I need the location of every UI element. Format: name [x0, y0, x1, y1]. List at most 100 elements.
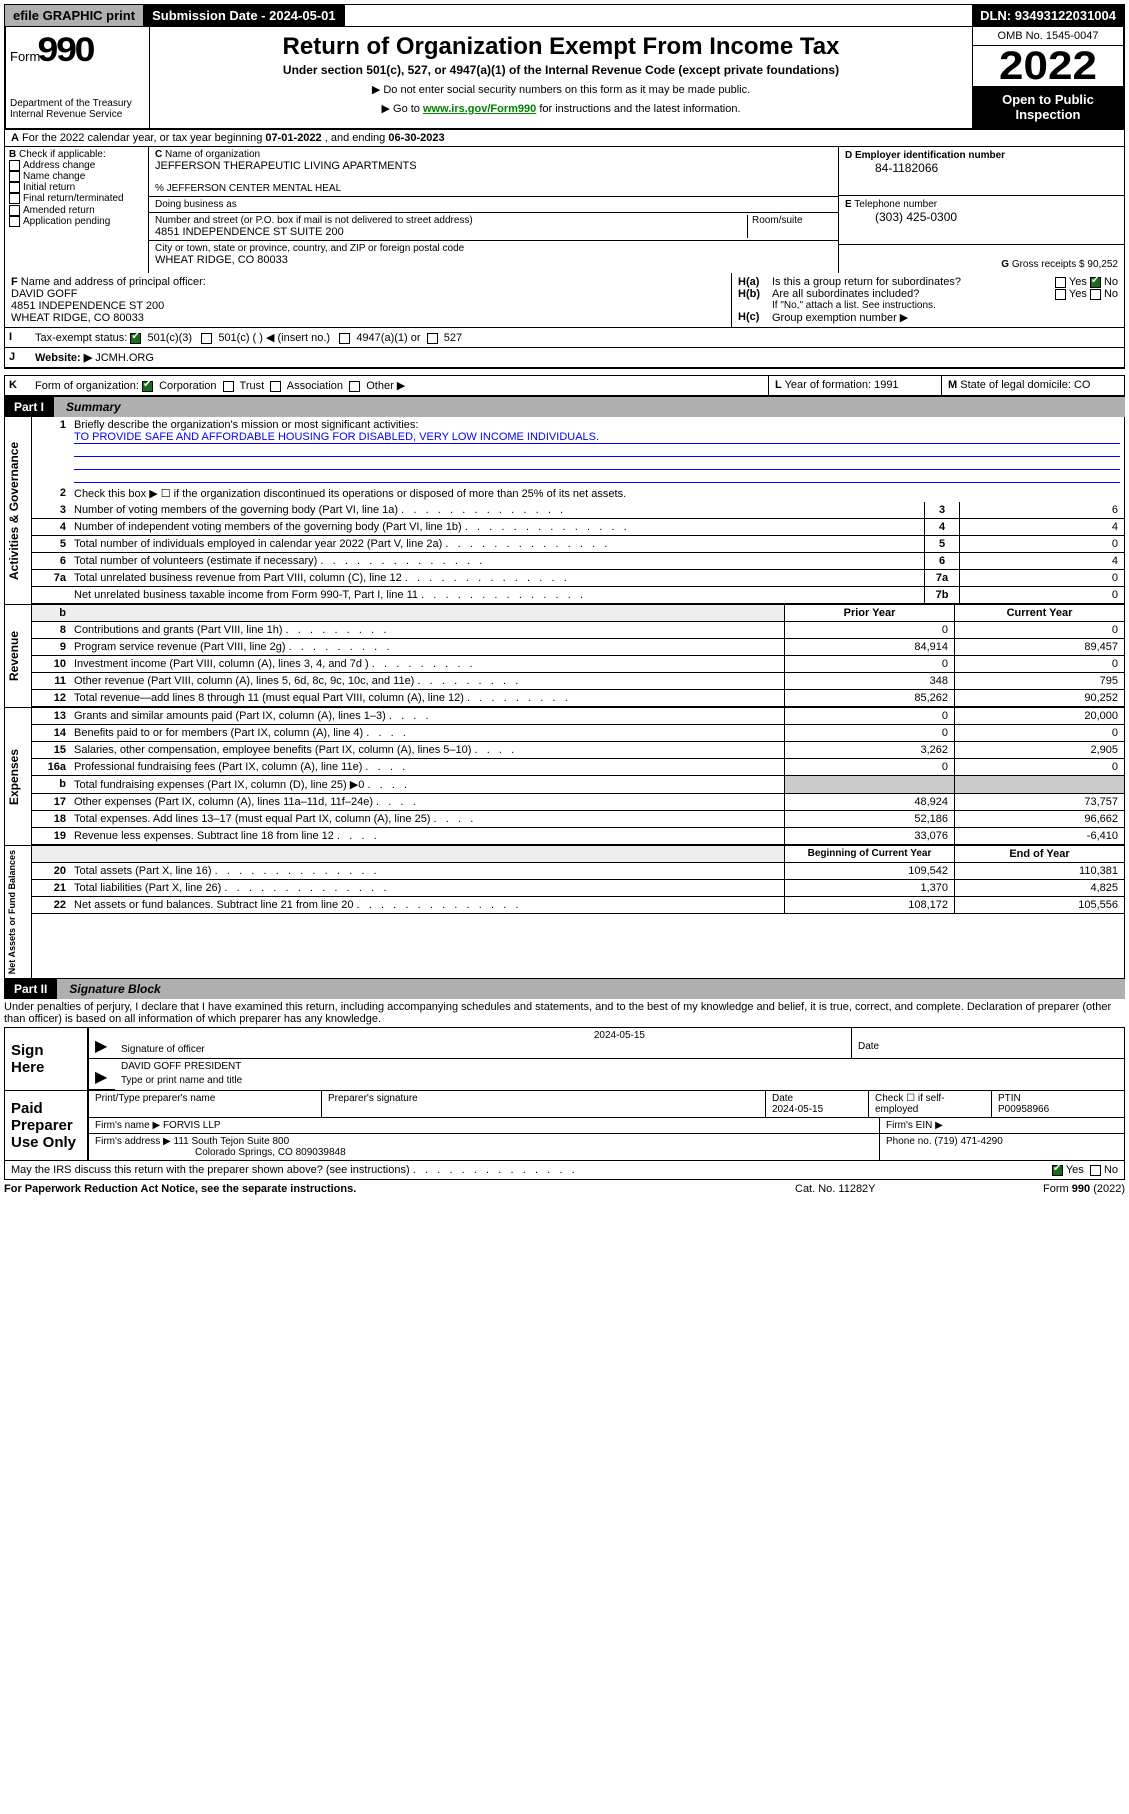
- summary-line: 22Net assets or fund balances. Subtract …: [32, 897, 1124, 914]
- care-of: % JEFFERSON CENTER MENTAL HEAL: [155, 183, 341, 194]
- efile-tag[interactable]: efile GRAPHIC print: [5, 5, 144, 26]
- summary-line: 9Program service revenue (Part VIII, lin…: [32, 639, 1124, 656]
- top-bar: efile GRAPHIC print Submission Date - 20…: [4, 4, 1125, 27]
- form-ref: Form 990 (2022): [995, 1183, 1125, 1195]
- city-box: City or town, state or province, country…: [149, 241, 838, 268]
- discuss-no[interactable]: [1090, 1165, 1101, 1176]
- cb-association[interactable]: [270, 381, 281, 392]
- officer-name: DAVID GOFF: [11, 288, 77, 300]
- org-name-box: C Name of organization JEFFERSON THERAPE…: [149, 147, 838, 197]
- mission-line-4: [74, 470, 1120, 483]
- h-b-no[interactable]: [1090, 289, 1101, 300]
- checkbox-address-change[interactable]: [9, 160, 20, 171]
- header-mid: Return of Organization Exempt From Incom…: [150, 27, 973, 128]
- summary-line: 12Total revenue—add lines 8 through 11 (…: [32, 690, 1124, 707]
- jurat-text: Under penalties of perjury, I declare th…: [4, 999, 1125, 1027]
- box-d: D Employer identification number 84-1182…: [839, 147, 1124, 196]
- discuss-yes[interactable]: [1052, 1165, 1063, 1176]
- cb-527[interactable]: [427, 333, 438, 344]
- part-2-header: Part IISignature Block: [4, 979, 1125, 999]
- box-l: L Year of formation: 1991: [768, 376, 941, 395]
- pra-notice: For Paperwork Reduction Act Notice, see …: [4, 1183, 795, 1195]
- cb-501c[interactable]: [201, 333, 212, 344]
- cat-no: Cat. No. 11282Y: [795, 1183, 995, 1195]
- tax-year: 2022: [966, 46, 1129, 86]
- checkbox-application-pending[interactable]: [9, 216, 20, 227]
- form-word: Form: [10, 49, 40, 64]
- paid-preparer-label: Paid Preparer Use Only: [5, 1091, 89, 1160]
- cb-corporation[interactable]: [142, 381, 153, 392]
- self-emp-cell: Check ☐ if self-employed: [869, 1091, 992, 1118]
- cb-other[interactable]: [349, 381, 360, 392]
- prep-name-cell: Print/Type preparer's name: [89, 1091, 322, 1118]
- checkbox-final-return[interactable]: [9, 193, 20, 204]
- side-revenue: Revenue: [5, 605, 32, 707]
- h-b-yes[interactable]: [1055, 289, 1066, 300]
- col-d-e-g: D Employer identification number 84-1182…: [839, 147, 1124, 273]
- gross-receipts: 90,252: [1087, 259, 1118, 270]
- summary-line: 19Revenue less expenses. Subtract line 1…: [32, 828, 1124, 845]
- checkbox-amended-return[interactable]: [9, 205, 20, 216]
- room-suite: Room/suite: [747, 215, 832, 238]
- side-expenses: Expenses: [5, 708, 32, 845]
- part-1-net: Net Assets or Fund Balances Beginning of…: [4, 846, 1125, 979]
- dept-treasury: Department of the Treasury Internal Reve…: [10, 98, 145, 120]
- cb-501c3[interactable]: [130, 333, 141, 344]
- row-i: I Tax-exempt status: 501(c)(3) 501(c) ( …: [4, 328, 1125, 348]
- cb-4947[interactable]: [339, 333, 350, 344]
- summary-line: 4Number of independent voting members of…: [32, 519, 1124, 536]
- open-public-inspection: Open to Public Inspection: [973, 86, 1123, 128]
- line-a: A For the 2022 calendar year, or tax yea…: [4, 130, 1125, 147]
- firm-name-cell: Firm's name ▶ FORVIS LLP: [89, 1118, 880, 1134]
- summary-line: 5Total number of individuals employed in…: [32, 536, 1124, 553]
- form-header: Form990 Department of the Treasury Inter…: [4, 27, 1125, 130]
- page-footer: For Paperwork Reduction Act Notice, see …: [4, 1180, 1125, 1195]
- col-c: C Name of organization JEFFERSON THERAPE…: [149, 147, 839, 273]
- mission-text: TO PROVIDE SAFE AND AFFORDABLE HOUSING F…: [74, 431, 1120, 444]
- discuss-row: May the IRS discuss this return with the…: [5, 1160, 1124, 1179]
- summary-line: 3Number of voting members of the governi…: [32, 502, 1124, 519]
- summary-line: 14Benefits paid to or for members (Part …: [32, 725, 1124, 742]
- checkbox-initial-return[interactable]: [9, 182, 20, 193]
- dba-box: Doing business as: [149, 197, 838, 213]
- box-m: M State of legal domicile: CO: [941, 376, 1124, 395]
- summary-line: 16aProfessional fundraising fees (Part I…: [32, 759, 1124, 776]
- h-a-yes[interactable]: [1055, 277, 1066, 288]
- submission-date-label: Submission Date - 2024-05-01: [144, 5, 345, 26]
- block-f-h: F Name and address of principal officer:…: [4, 273, 1125, 328]
- summary-line: 13Grants and similar amounts paid (Part …: [32, 708, 1124, 725]
- telephone: (303) 425-0300: [845, 210, 1118, 224]
- part-1-revenue: Revenue b Prior YearCurrent Year 8Contri…: [4, 605, 1125, 708]
- firm-addr-cell: Firm's address ▶ 111 South Tejon Suite 8…: [89, 1134, 880, 1160]
- cb-trust[interactable]: [223, 381, 234, 392]
- ein: 84-1182066: [845, 161, 1118, 175]
- form-note-2: ▶ Go to www.irs.gov/Form990 for instruct…: [156, 102, 966, 115]
- checkbox-name-change[interactable]: [9, 171, 20, 182]
- signature-block: Sign Here ▶ 2024-05-15Signature of offic…: [4, 1027, 1125, 1180]
- street-address: 4851 INDEPENDENCE ST SUITE 200: [155, 226, 344, 238]
- col-f: F Name and address of principal officer:…: [5, 273, 732, 327]
- summary-line: 8Contributions and grants (Part VIII, li…: [32, 622, 1124, 639]
- officer-addr2: WHEAT RIDGE, CO 80033: [11, 312, 144, 324]
- mission-line-3: [74, 457, 1120, 470]
- summary-line: bTotal fundraising expenses (Part IX, co…: [32, 776, 1124, 794]
- part-1-expenses: Expenses 13Grants and similar amounts pa…: [4, 708, 1125, 846]
- form-note-1: ▶ Do not enter social security numbers o…: [156, 83, 966, 96]
- addr-box: Number and street (or P.O. box if mail i…: [149, 213, 838, 241]
- dln: DLN: 93493122031004: [972, 5, 1124, 26]
- summary-line: 21Total liabilities (Part X, line 26)1,3…: [32, 880, 1124, 897]
- summary-line: 7aTotal unrelated business revenue from …: [32, 570, 1124, 587]
- row-j: J Website: ▶ JCMH.ORG: [4, 348, 1125, 369]
- sign-here-label: Sign Here: [5, 1028, 89, 1090]
- city-state-zip: WHEAT RIDGE, CO 80033: [155, 254, 288, 266]
- summary-line: 17Other expenses (Part IX, column (A), l…: [32, 794, 1124, 811]
- summary-line: 15Salaries, other compensation, employee…: [32, 742, 1124, 759]
- firm-phone-cell: Phone no. (719) 471-4290: [880, 1134, 1124, 1160]
- prep-date-cell: Date2024-05-15: [766, 1091, 869, 1118]
- part-1-header: Part ISummary: [4, 397, 1125, 417]
- prep-sig-cell: Preparer's signature: [322, 1091, 766, 1118]
- firm-ein-cell: Firm's EIN ▶: [880, 1118, 1124, 1134]
- irs-link[interactable]: www.irs.gov/Form990: [423, 103, 536, 115]
- h-a-no[interactable]: [1090, 277, 1101, 288]
- side-net-assets: Net Assets or Fund Balances: [5, 846, 32, 978]
